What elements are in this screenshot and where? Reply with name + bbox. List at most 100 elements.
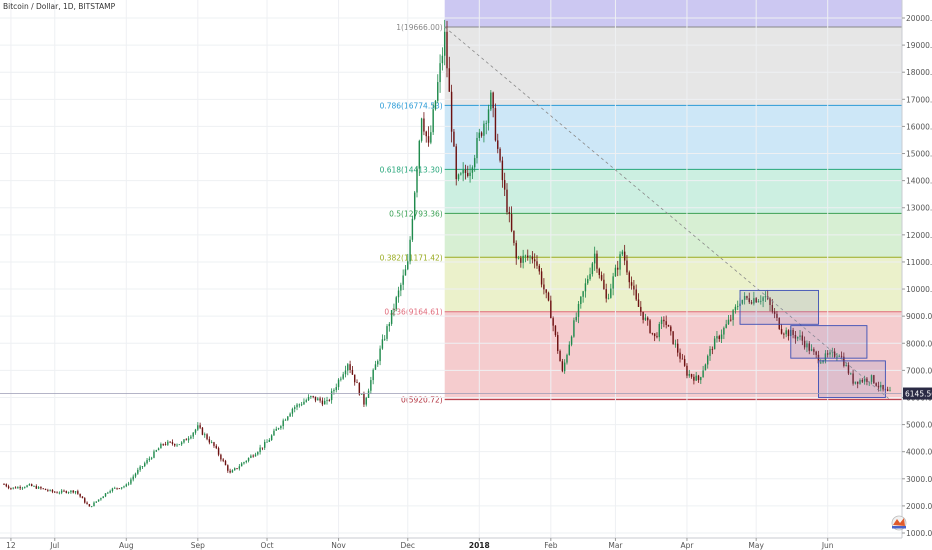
candle-body: [510, 213, 513, 231]
candle-body: [383, 338, 386, 340]
candle-body: [127, 483, 130, 485]
x-tick-label: Sep: [191, 541, 205, 550]
y-tick-label: 18000.00: [906, 68, 932, 77]
candle-body: [473, 158, 476, 168]
candle-body: [720, 334, 723, 339]
candle-body: [208, 439, 211, 443]
logo-bar: [892, 526, 906, 529]
candle-body: [319, 398, 321, 401]
rectangle-drawing[interactable]: [790, 325, 868, 359]
candle-body: [820, 362, 822, 364]
fib-level-label: 0.5(12793.36): [389, 209, 443, 218]
candle-body: [347, 364, 349, 371]
candle-body: [26, 485, 28, 488]
candle-body: [395, 297, 397, 309]
candle-body: [180, 442, 183, 445]
candle-body: [697, 375, 700, 381]
candle-body: [480, 132, 483, 136]
candle-body: [683, 358, 686, 366]
candle-body: [550, 300, 552, 319]
candle-body: [337, 379, 340, 388]
chart-title: Bitcoin / Dollar, 1D, BITSTAMP: [3, 2, 116, 11]
candle-body: [628, 272, 630, 283]
candle-body: [517, 258, 520, 259]
candle-body: [51, 489, 54, 492]
candle-body: [81, 496, 84, 499]
rectangle-drawing[interactable]: [739, 289, 819, 325]
candle-body: [640, 306, 642, 312]
candle-body: [273, 430, 275, 436]
candle-body: [538, 265, 541, 272]
fib-zone: [444, 27, 902, 106]
candle-body: [600, 275, 603, 280]
candle-body: [508, 212, 511, 214]
candle-body: [291, 408, 294, 414]
candle-body: [621, 251, 624, 255]
rectangle-drawing[interactable]: [818, 360, 886, 398]
candle-body: [527, 255, 529, 258]
candle-body: [162, 443, 164, 445]
candle-body: [7, 486, 10, 489]
candle-body: [296, 404, 298, 408]
candle-body: [102, 496, 104, 499]
last-price-label: 6145.56: [905, 390, 932, 399]
candle-body: [28, 484, 31, 486]
y-tick-label: 2000.00: [906, 502, 932, 511]
candle-body: [250, 455, 252, 458]
candle-body: [686, 365, 688, 376]
candle-body: [540, 271, 543, 285]
candle-body: [838, 355, 840, 357]
tradingview-logo-icon[interactable]: [891, 515, 907, 531]
fib-level-label: 1(19666.00): [396, 23, 442, 32]
candle-body: [610, 288, 612, 298]
candle-body: [870, 375, 873, 382]
candle-body: [300, 404, 303, 406]
candle-body: [416, 168, 418, 193]
candle-body: [769, 298, 771, 305]
candle-body: [247, 457, 250, 461]
candle-body: [557, 335, 559, 351]
candle-body: [778, 317, 780, 329]
candle-body: [647, 317, 649, 321]
candle-body: [889, 390, 891, 392]
candle-body: [386, 326, 388, 339]
candle-body: [197, 425, 199, 430]
candle-body: [427, 136, 430, 143]
candle-body: [808, 343, 810, 351]
candle-body: [310, 396, 312, 398]
candle-body: [229, 470, 231, 473]
candle-body: [14, 487, 17, 489]
candle-body: [633, 285, 635, 290]
candle-body: [783, 333, 785, 335]
candle-body: [732, 310, 734, 320]
candle-body: [423, 118, 425, 132]
trendline[interactable]: [444, 26, 891, 400]
candle-body: [42, 488, 44, 490]
candle-body: [598, 268, 600, 276]
candle-body: [70, 490, 72, 493]
candle-body: [157, 448, 160, 451]
candle-body: [118, 488, 121, 490]
candle-body: [277, 428, 280, 429]
candle-body: [497, 140, 499, 149]
candle-body: [771, 304, 774, 312]
candle-body: [852, 373, 854, 384]
candle-body: [607, 297, 610, 299]
y-tick-label: 13000.00: [906, 204, 932, 213]
x-tick-label: Nov: [331, 541, 346, 550]
fib-zone: [444, 169, 902, 214]
candle-body: [137, 469, 139, 474]
candle-body: [358, 382, 361, 395]
candle-body: [171, 442, 174, 444]
candle-body: [206, 434, 208, 440]
candle-body: [153, 451, 155, 458]
candle-body: [709, 349, 711, 356]
candle-body: [298, 404, 301, 406]
candle-body: [238, 466, 241, 469]
candle-body: [72, 490, 74, 493]
candle-body: [863, 378, 866, 382]
candle-body: [261, 447, 264, 449]
candle-body: [333, 389, 335, 392]
